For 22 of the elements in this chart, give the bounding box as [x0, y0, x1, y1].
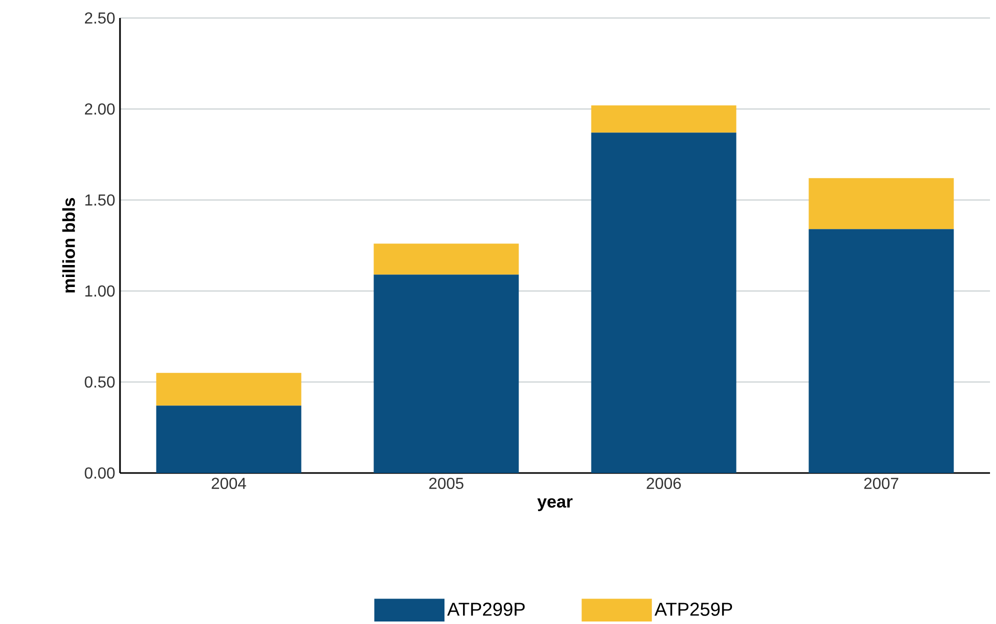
y-tick-label: 1.00	[85, 285, 115, 297]
bar	[591, 132, 736, 473]
x-tick-label: 2006	[646, 478, 681, 489]
legend-label: ATP259P	[654, 602, 732, 616]
x-tick-label: 2007	[864, 478, 898, 489]
bar	[156, 372, 302, 406]
bar	[591, 105, 736, 133]
legend-label: ATP299P	[447, 602, 525, 616]
y-tick-label: 0.00	[84, 467, 115, 479]
y-tick-label: 2.00	[84, 103, 115, 115]
bar	[808, 178, 954, 230]
bar	[156, 406, 302, 473]
x-axis-title: year	[537, 498, 573, 512]
y-tick-label: 1.50	[85, 194, 115, 206]
x-tick-label: 2005	[429, 478, 464, 489]
y-axis-title: million bbls	[62, 198, 75, 292]
bar	[374, 274, 519, 473]
y-tick-label: 2.50	[84, 12, 115, 24]
bar	[808, 229, 954, 473]
bar	[374, 244, 519, 275]
y-tick-label: 0.50	[84, 376, 115, 388]
x-tick-label: 2004	[212, 478, 246, 489]
